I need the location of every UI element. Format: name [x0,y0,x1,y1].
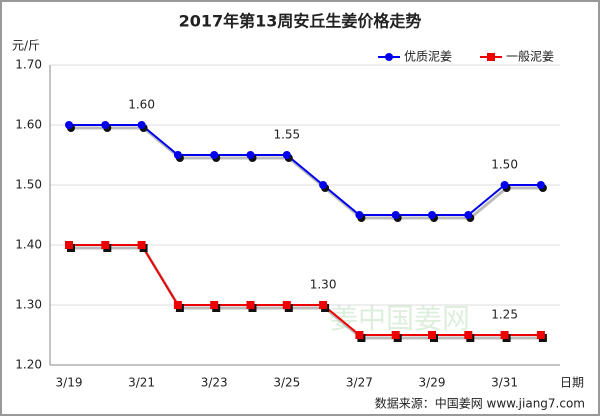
point [428,331,436,339]
point [101,241,110,249]
data-label: 1.55 [273,128,300,142]
point [536,331,545,339]
point [173,301,182,309]
data-label: 1.50 [491,158,518,172]
x-tick-label: 3/25 [273,376,300,390]
point [210,151,219,159]
chart-title: 2017年第13周安丘生姜价格走势 [179,12,422,31]
point [500,181,509,189]
point [173,151,182,159]
point [137,121,146,129]
point [246,301,255,309]
point [428,211,436,219]
y-tick-label: 1.30 [15,298,42,312]
series-line [69,244,541,336]
y-tick-label: 1.50 [15,178,42,192]
data-label: 1.25 [491,308,518,322]
point [319,301,328,309]
point [65,121,73,129]
point [536,181,545,189]
line-shadow [71,126,543,220]
point [282,151,291,159]
point [65,241,73,249]
x-tick-label: 3/29 [419,376,446,390]
x-tick-label: 3/31 [491,376,518,390]
x-tick-label: 3/27 [346,376,373,390]
point [210,301,219,309]
x-axis-label: 日期 [560,376,584,390]
point [464,211,473,219]
series-line [69,124,541,216]
y-tick-label: 1.40 [15,238,42,252]
x-tick-label: 3/23 [201,376,228,390]
point [319,181,328,189]
point [500,331,509,339]
point [101,121,110,129]
point [246,151,255,159]
y-tick-label: 1.60 [15,118,42,132]
legend-marker [385,53,393,61]
point [391,211,400,219]
point [355,211,364,219]
point [282,301,291,309]
legend-label: 一般泥姜 [506,49,554,64]
point [391,331,400,339]
x-tick-label: 3/19 [56,376,83,390]
data-label: 1.30 [310,278,337,292]
y-tick-label: 1.70 [15,58,42,72]
legend-marker [487,53,495,61]
point [137,241,146,249]
source: 数据来源：中国姜网 www.jiang7.com [375,396,585,411]
point [464,331,473,339]
legend-label: 优质泥姜 [404,50,452,64]
y-tick-label: 1.20 [15,358,42,372]
y-axis-label: 元/斤 [12,39,40,53]
point [355,331,364,339]
x-tick-label: 3/21 [128,376,155,390]
data-label: 1.60 [128,98,155,112]
